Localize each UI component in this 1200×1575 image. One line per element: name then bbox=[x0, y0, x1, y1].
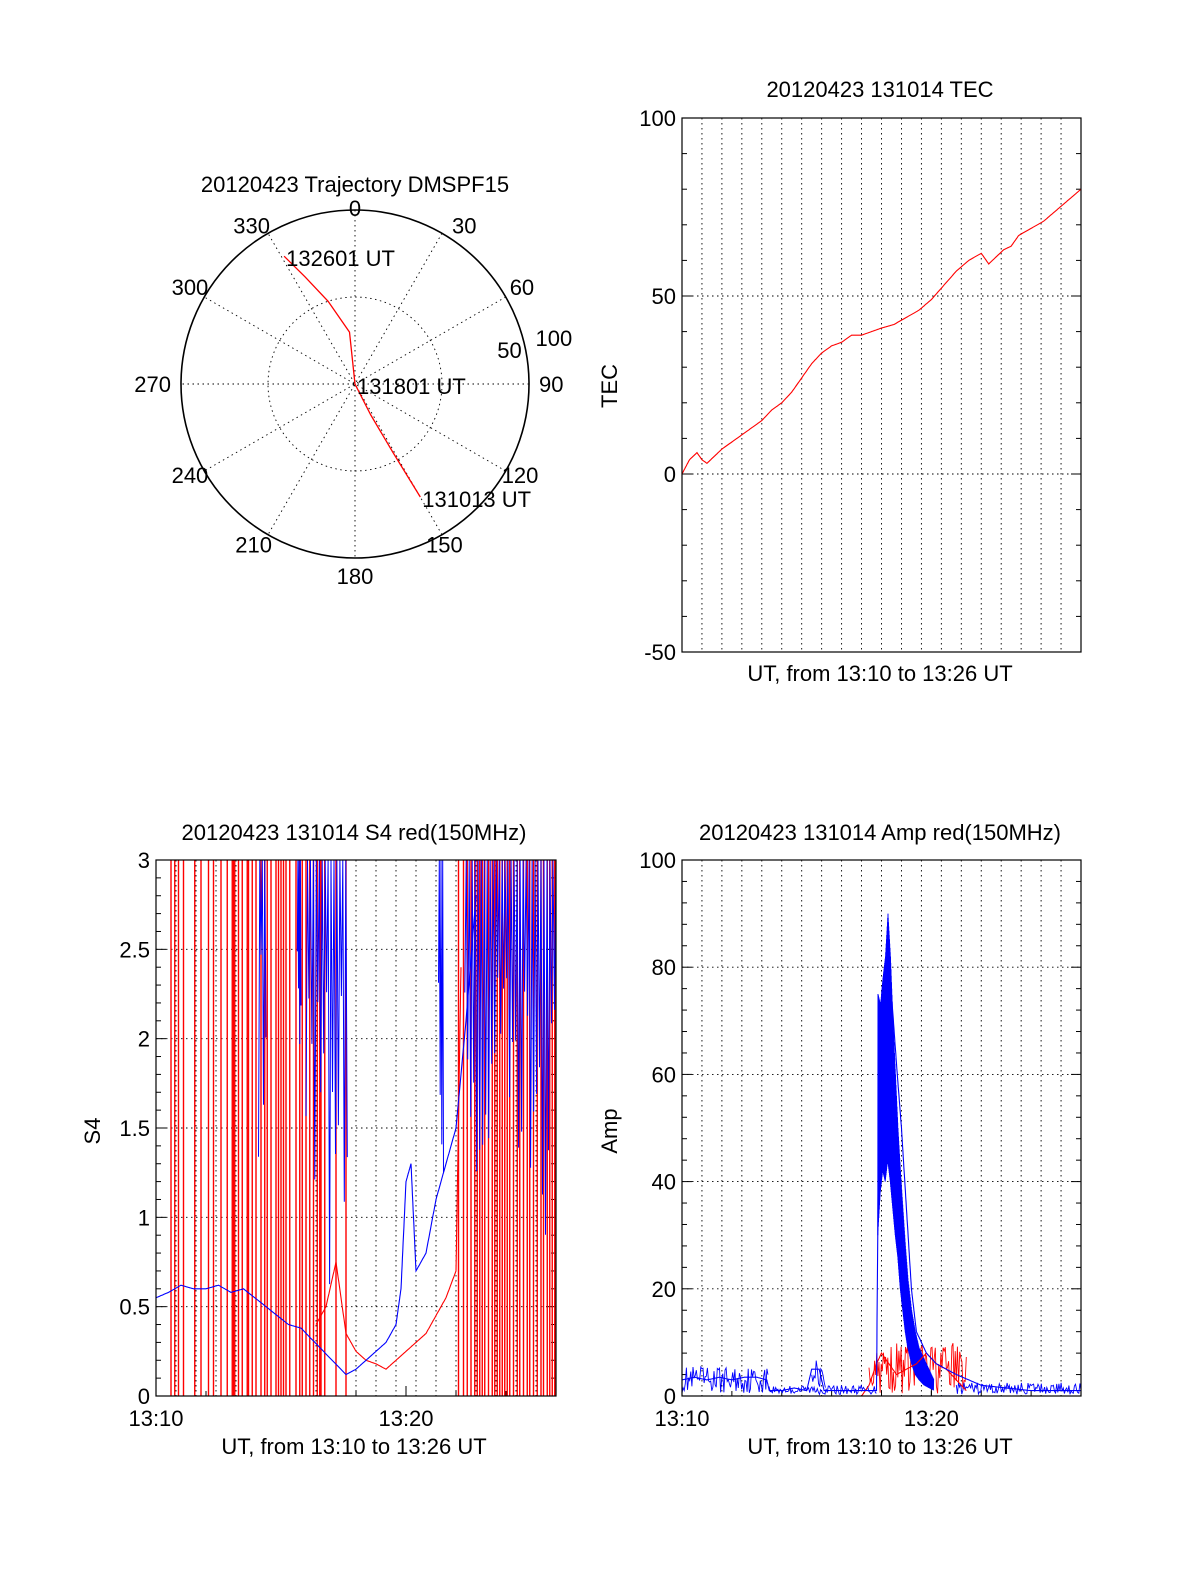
y-tick-label: 0 bbox=[664, 462, 676, 487]
y-tick-label: 0 bbox=[664, 1384, 676, 1409]
plot-frame bbox=[681, 859, 1082, 1397]
y-tick-label: 0 bbox=[138, 1384, 150, 1409]
polar-spoke bbox=[267, 233, 443, 535]
x-tick-label: 13:20 bbox=[904, 1406, 959, 1431]
plot-frame bbox=[155, 859, 557, 1397]
y-tick-label: -50 bbox=[644, 640, 676, 665]
polar-angle-label: 120 bbox=[502, 463, 539, 488]
y-tick-label: 0.5 bbox=[119, 1295, 150, 1320]
polar-radius-label: 100 bbox=[536, 326, 573, 351]
y-tick-label: 100 bbox=[639, 106, 676, 131]
polar-angle-label: 240 bbox=[172, 463, 209, 488]
polar-angle-label: 60 bbox=[510, 275, 534, 300]
trajectory-line bbox=[283, 255, 421, 498]
amp-noise-band bbox=[767, 1383, 877, 1396]
polar-angle-label: 210 bbox=[235, 533, 272, 558]
data-layer bbox=[682, 913, 1081, 1396]
amp-panel: 20120423 131014 Amp red(150MHz) 0 20 40 60 8… bbox=[597, 820, 1082, 1459]
series-line-red bbox=[682, 188, 1081, 475]
polar-angle-label: 270 bbox=[134, 372, 171, 397]
y-tick-label: 2 bbox=[138, 1027, 150, 1052]
y-tick-label: 80 bbox=[652, 955, 676, 980]
x-tick-label: 13:10 bbox=[654, 1406, 709, 1431]
tec-title: 20120423 131014 TEC bbox=[766, 77, 993, 102]
amp-noise-band bbox=[682, 1365, 769, 1394]
trajectory-series bbox=[283, 255, 421, 498]
tec-plot-area: -50 0 50 100 bbox=[639, 106, 1082, 665]
trajectory-annotation: 131013 UT bbox=[422, 487, 531, 512]
s4-plot-area: 0 0.5 1 1.5 2 2.5 3 13:10 13:20 bbox=[119, 848, 557, 1431]
trajectory-panel: 20120423 Trajectory DMSPF15 0 30 60 90 120 15… bbox=[134, 172, 572, 589]
polar-angle-label: 30 bbox=[452, 213, 476, 238]
polar-angle-label: 330 bbox=[233, 213, 270, 238]
polar-angle-label: 150 bbox=[426, 533, 463, 558]
y-tick-label: 60 bbox=[652, 1062, 676, 1087]
y-tick-label: 3 bbox=[138, 848, 150, 873]
y-tick-label: 100 bbox=[639, 848, 676, 873]
polar-grid bbox=[180, 209, 530, 559]
y-tick-label: 2.5 bbox=[119, 937, 150, 962]
polar-angle-label: 0 bbox=[349, 196, 361, 221]
s4-blue-band bbox=[305, 860, 348, 1285]
series-line-blue bbox=[156, 895, 477, 1376]
tec-ylabel: TEC bbox=[597, 364, 622, 408]
y-tick-label: 1.5 bbox=[119, 1116, 150, 1141]
tec-xlabel: UT, from 13:10 to 13:26 UT bbox=[747, 661, 1012, 686]
s4-blue-band bbox=[464, 860, 556, 1235]
polar-spoke bbox=[267, 233, 443, 535]
polar-radius-label: 50 bbox=[497, 338, 521, 363]
polar-angle-labels: 0 30 60 90 120 150 180 210 240 270 300 330 bbox=[134, 196, 563, 589]
x-tick-label: 13:10 bbox=[128, 1406, 183, 1431]
trajectory-annotation: 132601 UT bbox=[286, 246, 395, 271]
x-tick-label: 13:20 bbox=[378, 1406, 433, 1431]
polar-angle-label: 90 bbox=[539, 372, 563, 397]
data-layer bbox=[682, 188, 1081, 475]
data-layer bbox=[156, 860, 556, 1396]
series-line-blue bbox=[682, 993, 1081, 1392]
s4-ylabel: S4 bbox=[80, 1118, 105, 1145]
amp-plot-area: 0 20 40 60 80 100 13:10 13:20 bbox=[639, 848, 1082, 1431]
series-line-red bbox=[315, 967, 462, 1370]
s4-title: 20120423 131014 S4 red(150MHz) bbox=[182, 820, 527, 845]
plot-frame bbox=[681, 117, 1082, 653]
y-tick-label: 1 bbox=[138, 1205, 150, 1230]
polar-radius-labels: 50 100 bbox=[497, 326, 572, 363]
tec-panel: 20120423 131014 TEC -50 0 50 100 UT, from 1… bbox=[597, 77, 1082, 686]
s4-xlabel: UT, from 13:10 to 13:26 UT bbox=[221, 1434, 486, 1459]
polar-angle-label: 180 bbox=[337, 564, 374, 589]
trajectory-title: 20120423 Trajectory DMSPF15 bbox=[201, 172, 509, 197]
polar-angle-label: 300 bbox=[172, 275, 209, 300]
s4-panel: 20120423 131014 S4 red(150MHz) 0 0.5 1 1.5 2… bbox=[80, 820, 557, 1459]
amp-ylabel: Amp bbox=[597, 1108, 622, 1153]
amp-peak-envelope bbox=[877, 913, 935, 1391]
s4-blue-band bbox=[438, 860, 444, 1173]
trajectory-annotations: 132601 UT 131801 UT 131013 UT bbox=[286, 246, 531, 512]
y-tick-label: 40 bbox=[652, 1170, 676, 1195]
amp-title: 20120423 131014 Amp red(150MHz) bbox=[699, 820, 1061, 845]
trajectory-annotation: 131801 UT bbox=[357, 374, 466, 399]
amp-noise-band bbox=[955, 1382, 1081, 1396]
amp-noise-band bbox=[811, 1360, 826, 1388]
y-tick-label: 20 bbox=[652, 1277, 676, 1302]
amp-xlabel: UT, from 13:10 to 13:26 UT bbox=[747, 1434, 1012, 1459]
y-tick-label: 50 bbox=[652, 284, 676, 309]
